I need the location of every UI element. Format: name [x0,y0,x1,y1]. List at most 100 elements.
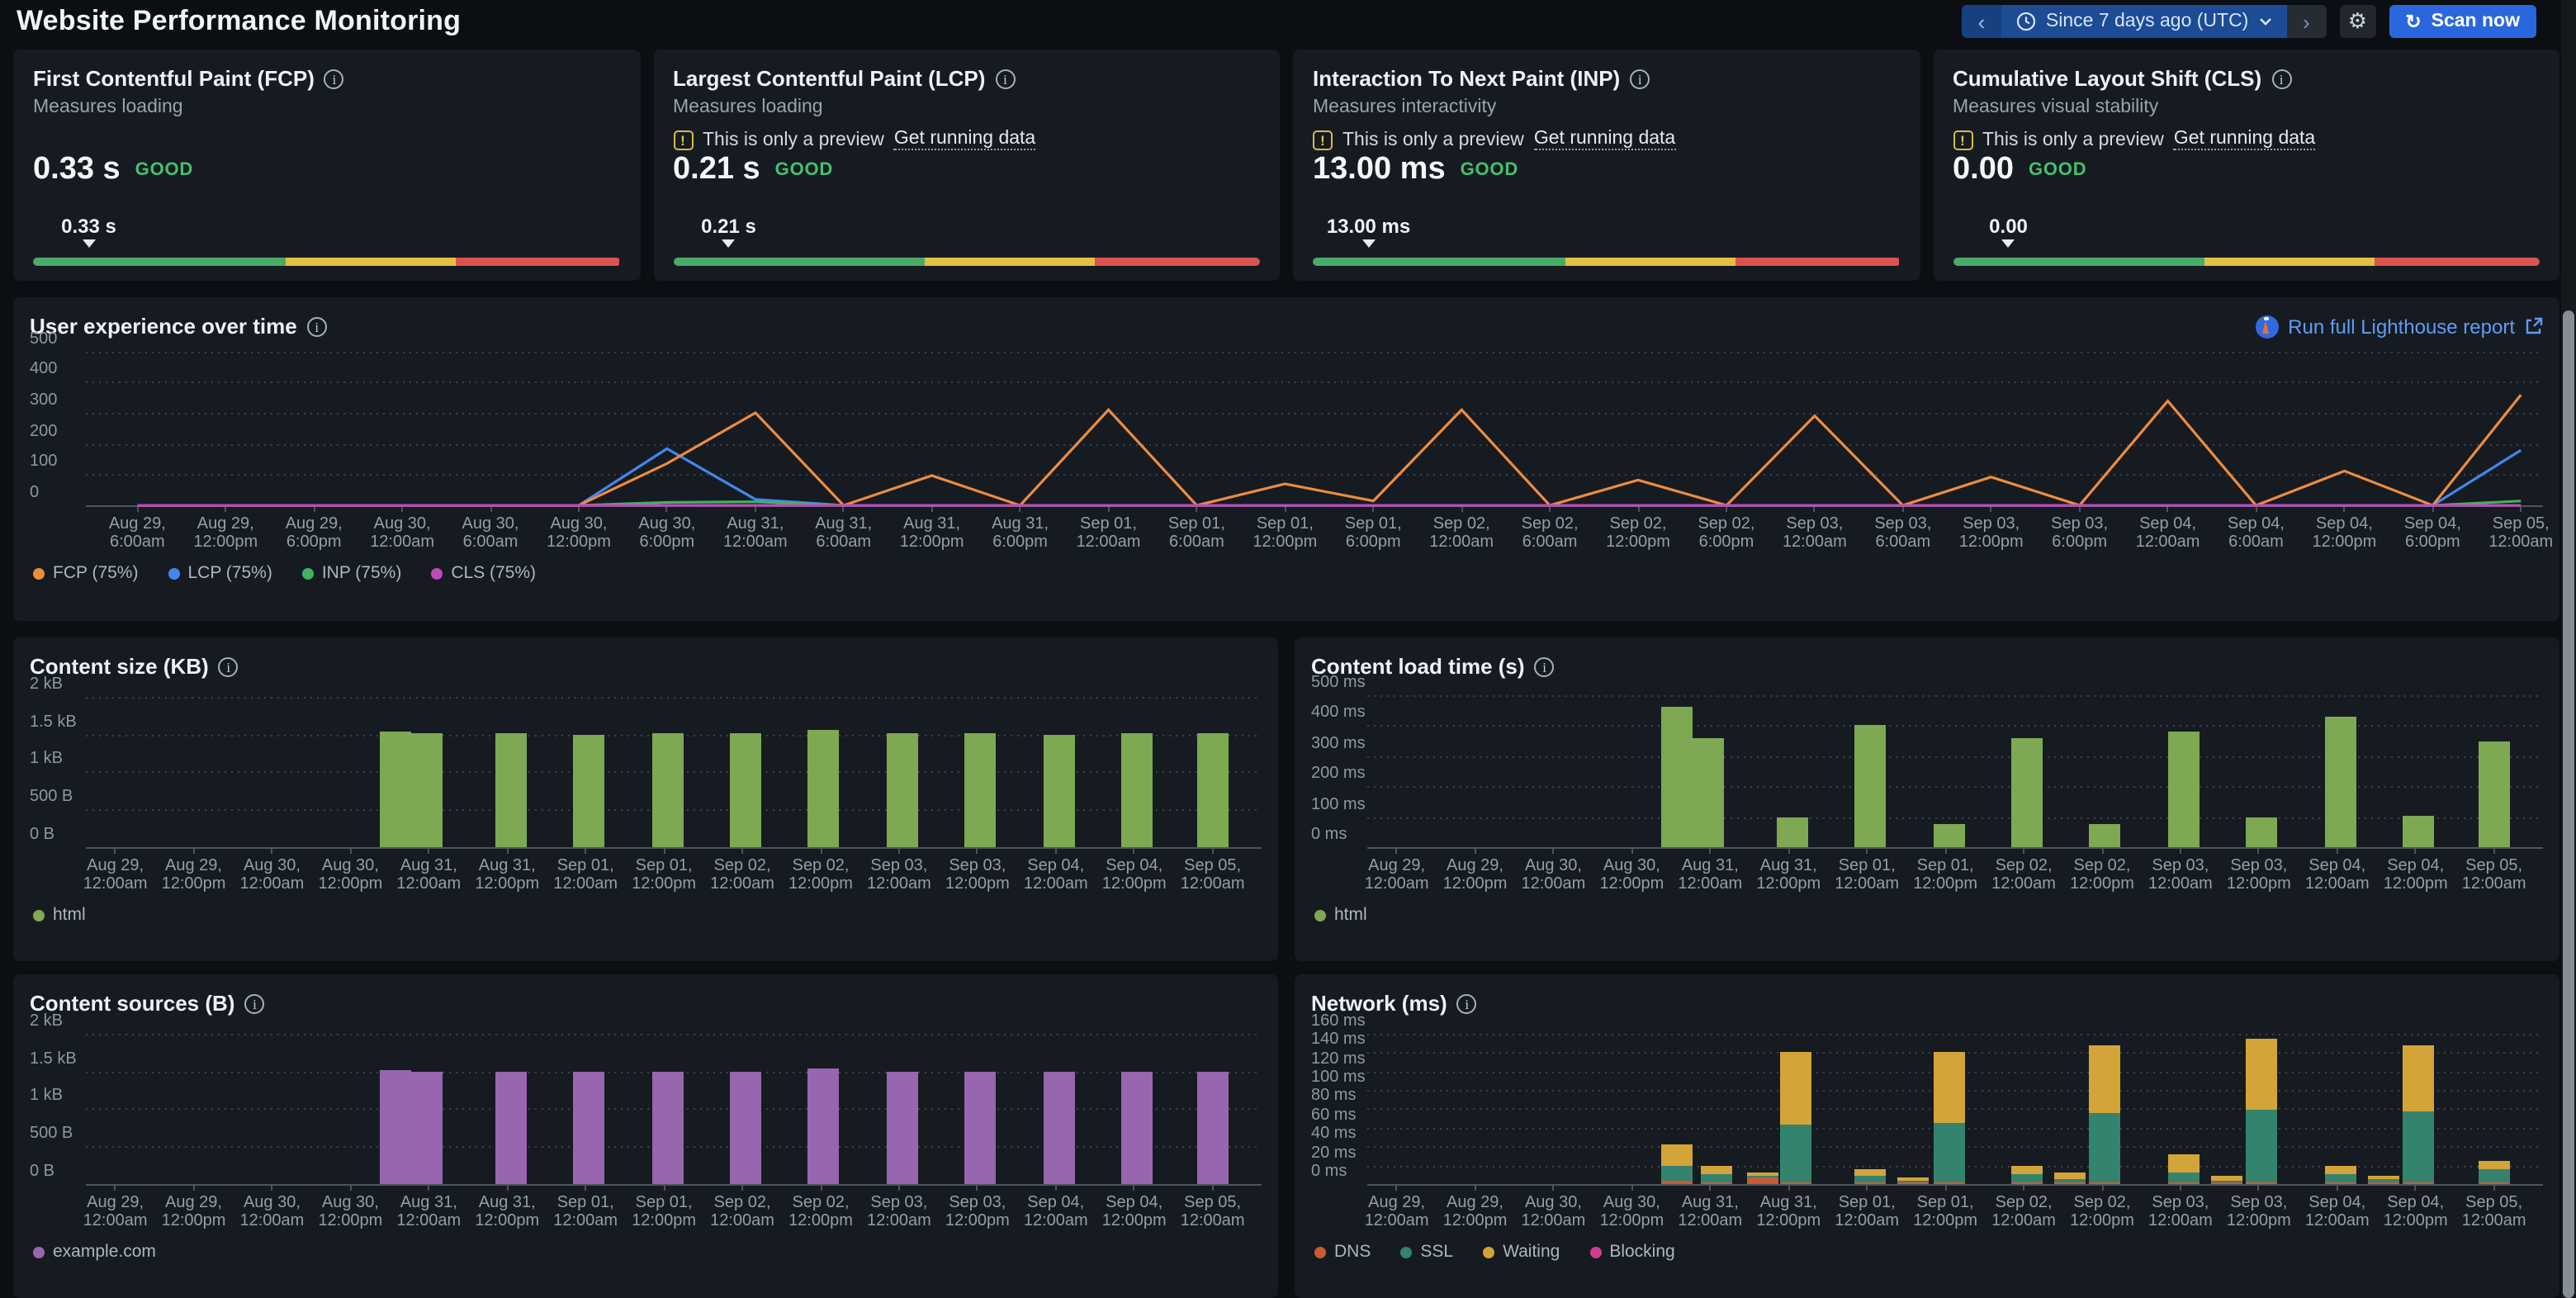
lighthouse-report-link[interactable]: Run full Lighthouse report [2255,315,2543,338]
content-sources-plot[interactable] [86,1026,1262,1186]
bar[interactable] [1043,734,1075,847]
legend-item[interactable]: html [1314,905,1367,925]
bar[interactable] [730,1071,761,1184]
x-axis-label: Aug 30, 12:00pm [318,857,383,893]
bar[interactable] [1196,733,1229,847]
legend-item[interactable]: DNS [1314,1242,1371,1262]
info-icon[interactable]: i [324,69,344,88]
info-icon[interactable]: i [218,656,239,676]
bar[interactable] [651,1071,684,1184]
x-axis-tick [1631,849,1633,854]
bar[interactable] [1043,1071,1075,1184]
legend-item[interactable]: example.com [33,1242,156,1262]
scan-now-button[interactable]: ↻ Scan now [2389,5,2536,38]
content-load-time-plot[interactable] [1367,689,2543,849]
info-icon[interactable]: i [1456,993,1477,1013]
info-icon[interactable]: i [2271,69,2292,88]
bar[interactable] [380,732,412,847]
bar[interactable] [1776,817,1808,847]
bar[interactable] [1779,1052,1811,1184]
legend-item[interactable]: Blocking [1589,1242,1675,1262]
bar[interactable] [1661,1144,1693,1184]
bar[interactable] [2478,741,2510,847]
bar[interactable] [2367,1175,2399,1184]
legend-item[interactable]: LCP (75%) [168,563,272,583]
bar[interactable] [2210,1176,2242,1184]
bar[interactable] [964,733,997,847]
legend-item[interactable]: Waiting [1483,1242,1560,1262]
x-axis-label: Aug 31, 12:00am [396,1194,462,1230]
legend-item[interactable]: CLS (75%) [431,563,536,583]
bar[interactable] [2167,731,2200,847]
bar[interactable] [2246,817,2278,847]
bar[interactable] [2011,738,2043,847]
bar[interactable] [495,733,527,847]
bar[interactable] [573,1071,605,1184]
time-range-picker[interactable]: Since 7 days ago (UTC) [2001,5,2287,38]
get-running-data-link[interactable]: Get running data [893,129,1036,150]
bar[interactable] [2089,1045,2121,1184]
bar[interactable] [1693,737,1725,847]
time-range-prev-button[interactable]: ‹ [1961,5,2001,38]
bar[interactable] [2403,815,2435,847]
bar-segment-Waiting [2210,1176,2242,1181]
network-plot[interactable] [1367,1026,2543,1186]
bar[interactable] [886,733,918,847]
bar[interactable] [807,1068,840,1184]
time-range-next-button[interactable]: › [2286,5,2327,38]
user-experience-plot[interactable] [86,348,2543,507]
get-running-data-link[interactable]: Get running data [1533,129,1676,150]
bar[interactable] [1661,707,1693,847]
chart-title: Content size (KB) [30,654,209,679]
bar[interactable] [651,733,684,847]
bar[interactable] [2089,824,2121,847]
bar[interactable] [2324,1165,2356,1184]
bar[interactable] [1933,824,1965,847]
bar[interactable] [1121,733,1153,847]
info-icon[interactable]: i [1630,69,1650,88]
legend-item[interactable]: html [33,905,86,925]
info-icon[interactable]: i [244,993,265,1013]
metric-card-cls: Cumulative Layout Shift (CLS) i Measures… [1933,50,2559,281]
bar-segment-DNS [2246,1182,2278,1184]
info-icon[interactable]: i [1534,656,1555,676]
scrollbar-thumb[interactable] [2563,310,2574,1298]
bar[interactable] [2011,1165,2043,1184]
bar[interactable] [573,734,605,847]
bar[interactable] [380,1069,412,1184]
settings-button[interactable]: ⚙ [2339,5,2376,38]
bar-segment-SSL [2367,1179,2399,1183]
x-axis-tick [313,507,315,512]
content-size-plot[interactable] [86,689,1262,849]
bar[interactable] [886,1071,918,1184]
get-running-data-link[interactable]: Get running data [2173,129,2316,150]
bar[interactable] [1746,1172,1778,1184]
bar[interactable] [411,733,443,847]
bar[interactable] [807,729,840,847]
bar[interactable] [411,1071,443,1184]
bar[interactable] [1196,1071,1229,1184]
x-axis-label: Sep 04, 12:00pm [2383,857,2448,893]
bar[interactable] [730,733,761,847]
bar[interactable] [1933,1052,1965,1184]
bar[interactable] [495,1071,527,1184]
bar[interactable] [2053,1172,2086,1184]
legend-item[interactable]: INP (75%) [301,563,401,583]
bar[interactable] [2246,1038,2278,1184]
legend-item[interactable]: FCP (75%) [33,563,139,583]
bar[interactable] [1854,1169,1887,1184]
bar-segment-example.com [807,1068,840,1184]
bar[interactable] [964,1071,997,1184]
legend-item[interactable]: SSL [1400,1242,1453,1262]
bar[interactable] [1701,1165,1733,1184]
bar[interactable] [2167,1154,2200,1184]
bar[interactable] [1121,1071,1153,1184]
bar[interactable] [1854,725,1887,847]
bar[interactable] [2478,1161,2510,1184]
bar[interactable] [2324,717,2356,847]
bar[interactable] [1896,1177,1929,1184]
info-icon[interactable]: i [306,316,327,336]
bar[interactable] [2403,1045,2435,1184]
bar-segment-example.com [651,1071,684,1184]
info-icon[interactable]: i [995,69,1016,88]
